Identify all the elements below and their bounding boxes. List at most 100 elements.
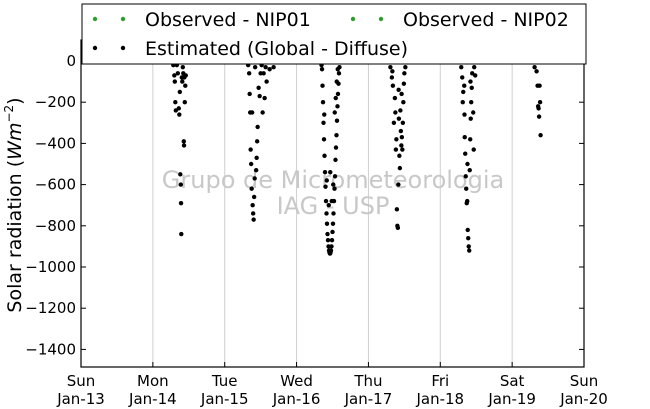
- data-point: [537, 100, 543, 105]
- data-point: [176, 106, 182, 111]
- watermark-line-2: IAG - USP: [277, 192, 390, 220]
- y-axis: 0 −200 −400 −600 −800 −1000 −1200 −1400: [25, 52, 584, 358]
- y-axis-label-text: Solar radiation (: [4, 160, 26, 313]
- data-point: [325, 238, 331, 243]
- data-point: [400, 147, 405, 152]
- data-point: [532, 64, 537, 70]
- data-point: [323, 198, 329, 204]
- data-point: [460, 100, 465, 105]
- x-tick-label-day: Sat: [500, 372, 525, 390]
- data-point: [326, 203, 331, 208]
- legend-label-estimated: Estimated (Global - Diffuse): [145, 38, 408, 60]
- data-point: [252, 64, 258, 70]
- data-point: [399, 143, 404, 148]
- y-axis-label-exponent: −2: [2, 105, 16, 123]
- data-point: [397, 165, 403, 171]
- legend-marker-estimated-a: [92, 45, 98, 51]
- y-tick-label: −1200: [25, 299, 76, 317]
- data-point: [536, 106, 541, 111]
- x-tick-label-date: Jan-20: [559, 390, 608, 408]
- data-point: [328, 248, 334, 253]
- data-point: [391, 120, 397, 126]
- data-point: [396, 182, 401, 187]
- data-point: [247, 91, 252, 97]
- data-point: [181, 139, 186, 144]
- data-point: [392, 95, 398, 101]
- data-point: [255, 124, 260, 130]
- data-point: [335, 104, 340, 109]
- y-tick-label: 0: [66, 52, 76, 70]
- y-axis-label-unit: Wm: [4, 123, 26, 160]
- data-point: [322, 153, 327, 158]
- data-point: [394, 137, 399, 142]
- x-tick-label-date: Jan-17: [344, 390, 393, 408]
- y-tick-label: −1400: [25, 340, 76, 358]
- data-point: [465, 198, 470, 204]
- data-point: [462, 83, 467, 88]
- data-point: [398, 108, 403, 113]
- data-point: [325, 231, 330, 237]
- data-point: [460, 75, 465, 80]
- data-point: [261, 71, 266, 76]
- data-point: [329, 198, 334, 204]
- data-point: [321, 137, 327, 142]
- data-point: [466, 235, 471, 241]
- data-point: [397, 153, 402, 158]
- data-point: [320, 100, 326, 105]
- legend-label-nip02: Observed - NIP02: [403, 9, 569, 31]
- x-tick-label-day: Mon: [137, 372, 169, 390]
- data-point: [389, 75, 395, 80]
- data-point: [252, 176, 257, 181]
- data-point: [401, 100, 406, 105]
- data-point: [333, 145, 339, 150]
- x-tick-label-date: Jan-18: [415, 390, 464, 408]
- data-point: [396, 116, 402, 121]
- data-point: [401, 81, 407, 86]
- data-point: [324, 211, 329, 216]
- data-point: [399, 91, 404, 97]
- data-point: [254, 139, 260, 144]
- data-point: [471, 110, 476, 115]
- data-point: [182, 100, 187, 105]
- data-point: [473, 73, 478, 78]
- data-point: [468, 79, 473, 84]
- legend-marker-nip01-a: [92, 16, 98, 22]
- data-point: [253, 167, 259, 173]
- data-point: [332, 174, 338, 179]
- data-point: [246, 71, 252, 76]
- data-point: [472, 64, 477, 70]
- x-axis: SunJan-13MonJan-14TueJan-15WedJan-16ThuJ…: [56, 362, 608, 408]
- y-tick-label: −600: [35, 176, 76, 194]
- data-point: [534, 69, 539, 74]
- data-point: [334, 132, 339, 138]
- data-point: [329, 244, 334, 249]
- data-point: [262, 95, 267, 101]
- data-point: [322, 170, 328, 175]
- y-tick-label: −400: [35, 134, 76, 152]
- data-point: [388, 64, 393, 70]
- data-point: [260, 110, 265, 115]
- data-point: [263, 64, 268, 70]
- x-tick-label-day: Thu: [353, 372, 382, 390]
- vertical-grid: [152, 40, 513, 367]
- data-point: [536, 114, 542, 119]
- data-point: [267, 67, 272, 72]
- legend-label-nip01: Observed - NIP01: [145, 9, 311, 31]
- series-estimated-points: [171, 62, 543, 256]
- data-point: [180, 64, 185, 70]
- data-point: [173, 100, 178, 105]
- data-point: [177, 89, 183, 95]
- data-point: [467, 248, 472, 253]
- y-axis-label-close: ): [4, 97, 26, 104]
- data-point: [319, 67, 325, 72]
- data-point: [329, 238, 335, 243]
- data-point: [321, 120, 326, 126]
- data-point: [323, 184, 328, 189]
- data-point: [461, 89, 466, 95]
- data-point: [333, 157, 338, 163]
- data-point: [403, 64, 408, 70]
- data-point: [324, 178, 329, 183]
- data-point: [336, 71, 342, 76]
- x-tick-label-date: Jan-16: [272, 390, 321, 408]
